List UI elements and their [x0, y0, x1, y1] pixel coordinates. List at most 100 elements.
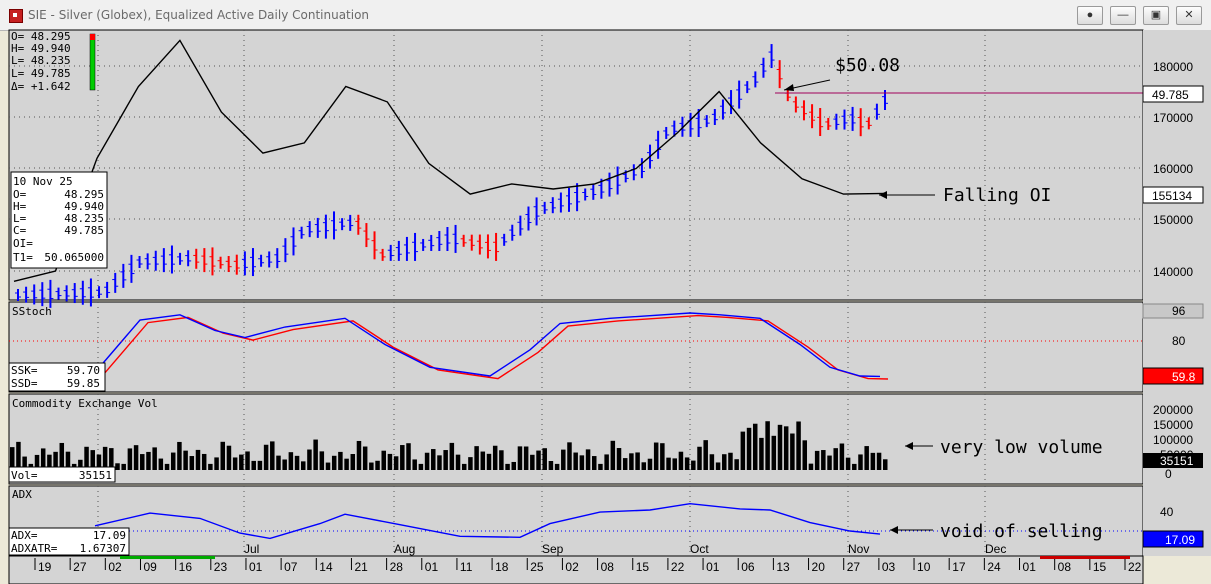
volume-tick: 0 [1165, 467, 1172, 481]
volume-title: Commodity Exchange Vol [12, 397, 158, 410]
volume-bar [400, 445, 405, 470]
summary-high: H= 49.940 [11, 42, 71, 55]
time-axis [8, 555, 1144, 584]
volume-bar [827, 455, 832, 470]
ssd-line [102, 314, 889, 380]
minimize-button[interactable]: — [1110, 6, 1136, 25]
volume-bar [579, 455, 585, 470]
volume-bar [629, 453, 634, 470]
summary-low: L= 48.235 [11, 54, 71, 67]
volume-bar [740, 431, 746, 470]
data-box-date: 10 Nov 25 [13, 175, 73, 188]
volume-bar [344, 458, 349, 470]
volume-bar [548, 461, 554, 470]
volume-bar [499, 450, 504, 470]
day-label: 21 [354, 560, 368, 574]
volume-bar [47, 454, 52, 470]
adx-title: ADX [12, 488, 32, 501]
volume-bar [759, 437, 764, 470]
volume-bar [480, 451, 486, 470]
day-label: 08 [1058, 560, 1072, 574]
arrow-head [879, 191, 887, 199]
volume-bar [517, 446, 523, 470]
data-box-key: C= [13, 224, 27, 237]
oi-label-text: 155134 [1152, 189, 1192, 203]
day-label: 01 [706, 560, 720, 574]
volume-bar [226, 445, 232, 470]
volume-bar [214, 457, 219, 470]
volume-bar [598, 463, 603, 470]
price-panel[interactable] [8, 29, 1144, 301]
volume-bar [443, 450, 448, 470]
day-label: 19 [38, 560, 52, 574]
day-label: 18 [495, 560, 509, 574]
day-label: 16 [179, 560, 193, 574]
restore-button[interactable]: ▣ [1143, 6, 1169, 25]
month-label: Jul [244, 542, 259, 556]
volume-bar [845, 457, 851, 470]
day-label: 01 [249, 560, 263, 574]
day-label: 14 [319, 560, 333, 574]
open-interest-line [13, 39, 886, 282]
volume-bar [554, 463, 560, 470]
day-label: 25 [530, 560, 544, 574]
volume-bar [814, 450, 820, 470]
volume-bar [201, 453, 207, 470]
volume-bar [604, 454, 609, 470]
volume-bar [622, 458, 628, 470]
volume-bar [65, 451, 71, 470]
volume-bar [418, 463, 424, 470]
volume-bar [641, 462, 647, 470]
volume-bar [34, 454, 40, 470]
record-button[interactable]: ● [1077, 6, 1103, 25]
stoch-tick: 96 [1172, 304, 1186, 318]
volume-bar [666, 457, 671, 470]
stoch-96-box [1142, 303, 1204, 319]
volume-bar [821, 450, 826, 470]
volume-bar [121, 463, 126, 470]
volume-bar [437, 455, 442, 470]
volume-bar [78, 459, 83, 470]
volume-bar [511, 461, 517, 470]
volume-bar [208, 463, 213, 470]
volume-bar [796, 421, 801, 470]
volume-bar [152, 447, 157, 470]
session-bar [1040, 556, 1130, 559]
annotation-volume: very low volume [940, 437, 1103, 458]
volume-bar [561, 449, 566, 470]
volume-bar [833, 448, 838, 470]
volume-bar [684, 457, 690, 470]
data-box-value: 48.295 [64, 188, 104, 201]
stoch-value: 59.85 [67, 377, 100, 390]
volume-bar [356, 440, 362, 470]
summary-change: Δ= +1.642 [11, 80, 71, 93]
day-label: 17 [952, 560, 966, 574]
volume-bar [412, 459, 417, 470]
stoch-values-box [8, 362, 106, 392]
volume-bar [263, 444, 269, 470]
day-label: 28 [390, 560, 404, 574]
session-bar [120, 556, 215, 559]
volume-bar [746, 427, 752, 470]
volume-bar [610, 440, 616, 470]
stoch-title: SStoch [12, 305, 52, 318]
volume-bar [177, 441, 182, 470]
volume-bar [455, 454, 461, 470]
close-button[interactable]: ✕ [1176, 6, 1202, 25]
volume-values-box [8, 466, 116, 483]
adx-value: 17.09 [93, 529, 126, 542]
month-label: Oct [690, 542, 709, 556]
stoch-panel[interactable] [8, 301, 1144, 393]
volume-bar [870, 452, 876, 470]
month-label: Nov [848, 542, 869, 556]
volume-value: 35151 [79, 469, 112, 482]
volume-bar [839, 443, 845, 470]
adx-value: 1.67307 [80, 542, 126, 555]
volume-bar [140, 454, 145, 470]
arrow-head [784, 84, 794, 91]
volume-bar [728, 452, 733, 470]
day-label: 11 [460, 560, 473, 574]
volume-bar [852, 463, 857, 470]
volume-bar [239, 454, 244, 470]
